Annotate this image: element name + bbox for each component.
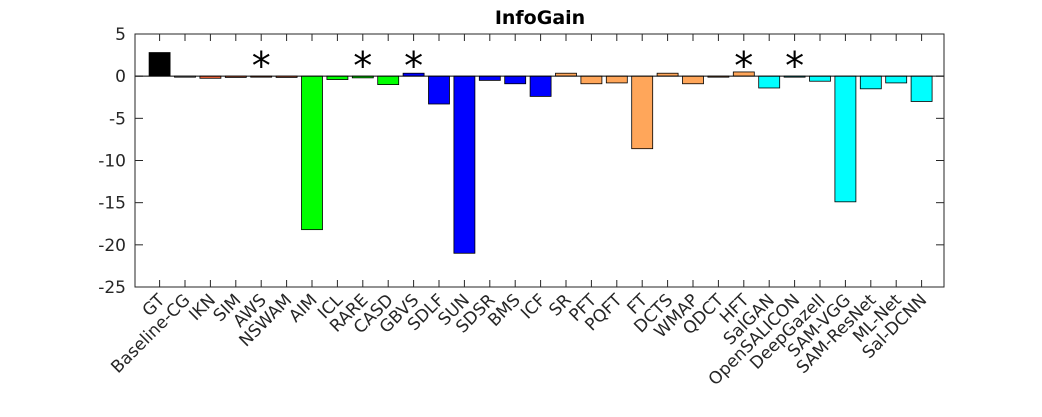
y-tick-label: -25: [98, 278, 126, 298]
bar-ft: [631, 75, 654, 150]
bar-gt: [148, 52, 171, 77]
bar-series: [135, 52, 944, 254]
significance-markers: * * * * *: [252, 44, 804, 88]
asterisk-marker: *: [734, 44, 753, 88]
bar-sdlf: [428, 75, 450, 105]
y-tick-label: -10: [98, 152, 126, 172]
bar-sdsr: [478, 75, 501, 81]
y-tick-label: 0: [115, 67, 126, 87]
bar-ml-net: [885, 75, 908, 84]
asterisk-marker: *: [252, 44, 271, 88]
bar-bms: [504, 75, 527, 85]
bar-salgan: [758, 75, 781, 89]
chart-title: InfoGain: [495, 7, 585, 29]
y-tick-label: -5: [109, 109, 126, 129]
y-tick-label: 5: [115, 25, 126, 45]
bar-pft: [580, 75, 603, 85]
bar-casd: [377, 75, 400, 85]
bar-aim: [301, 75, 323, 231]
bar-deepgazeii: [809, 75, 831, 82]
asterisk-marker: *: [404, 44, 423, 88]
x-axis: GTBaseline-CGIKNSIMAWSNSWAMAIMICLRARECAS…: [107, 290, 931, 390]
bar-sun: [453, 75, 476, 254]
bar-sam-resnet: [859, 75, 882, 90]
plot-area-frame: [134, 33, 945, 288]
bar-sal-dcnn: [910, 75, 933, 102]
asterisk-marker: *: [785, 44, 804, 88]
bar-wmap: [682, 75, 704, 85]
bar-icl: [326, 75, 349, 80]
y-tick-label: -20: [98, 236, 126, 256]
asterisk-marker: *: [353, 44, 372, 88]
bar-pqft: [605, 75, 628, 84]
y-axis: 5 0 -5 -10 -15 -20 -25: [98, 25, 944, 298]
bar-sam-vgg: [834, 75, 857, 203]
y-tick-label: -15: [98, 194, 126, 214]
bar-icf: [529, 75, 552, 97]
